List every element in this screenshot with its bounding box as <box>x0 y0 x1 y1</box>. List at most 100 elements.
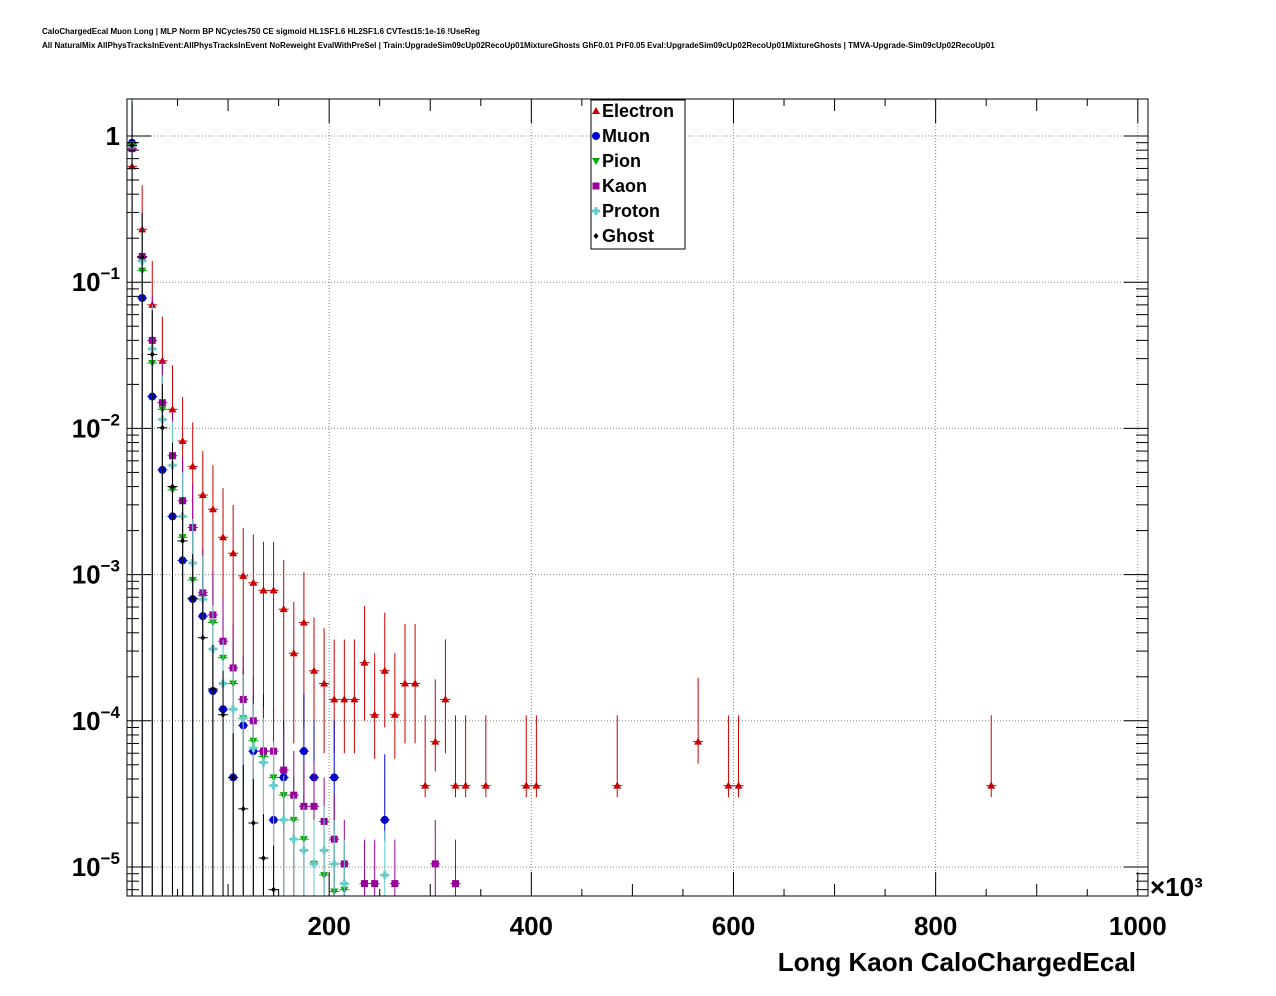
data-point <box>279 605 288 613</box>
series-proton <box>127 102 390 896</box>
x-tick-label: 200 <box>307 911 350 941</box>
x-axis-multiplier: ×10³ <box>1150 872 1203 902</box>
legend-marker <box>592 182 600 190</box>
legend-label: Electron <box>602 101 674 121</box>
data-point <box>210 686 216 693</box>
data-point <box>289 835 298 844</box>
data-point <box>139 254 145 261</box>
data-point <box>613 781 622 789</box>
data-point <box>481 781 490 789</box>
data-point <box>522 781 531 789</box>
data-point <box>461 781 470 789</box>
data-point <box>299 618 308 626</box>
data-point <box>260 855 266 862</box>
data-point <box>380 666 389 674</box>
x-tick-label: 800 <box>914 911 957 941</box>
legend-marker <box>592 207 600 215</box>
data-point <box>380 871 389 880</box>
data-point <box>309 859 318 868</box>
data-point <box>330 773 339 782</box>
x-axis-title: Long Kaon CaloChargedEcal <box>778 947 1136 977</box>
data-point <box>724 781 733 789</box>
plot-title-line-2: All NaturalMix AllPhysTracksInEvent:AllP… <box>42 41 995 50</box>
data-point <box>330 695 339 703</box>
data-point <box>249 744 258 753</box>
data-point <box>320 846 329 855</box>
data-point <box>309 666 318 674</box>
data-point <box>259 586 268 594</box>
data-point <box>239 571 248 579</box>
legend-label: Kaon <box>602 176 647 196</box>
data-point <box>159 424 165 431</box>
data-layer <box>127 99 997 896</box>
legend-marker <box>592 132 600 140</box>
data-point <box>360 658 369 666</box>
data-point <box>229 705 238 714</box>
y-tick-label: 10−1 <box>72 264 120 297</box>
data-point <box>391 880 399 888</box>
data-point <box>987 781 996 789</box>
data-point <box>168 405 177 413</box>
data-point <box>250 819 256 826</box>
series-ghost <box>127 101 279 896</box>
data-point <box>421 781 430 789</box>
data-point <box>380 815 389 824</box>
y-tick-label: 10−2 <box>72 410 120 443</box>
data-point <box>370 710 379 718</box>
axis-ticks <box>127 99 1148 896</box>
legend-label: Pion <box>602 151 641 171</box>
legend: Electron Muon Pion Kaon Proton Ghost <box>590 99 686 250</box>
legend-label: Muon <box>602 126 650 146</box>
data-point <box>129 142 135 149</box>
data-point <box>694 737 703 745</box>
data-point <box>178 437 187 445</box>
data-point <box>350 695 359 703</box>
y-tick-label: 1 <box>106 121 120 151</box>
data-point <box>229 549 238 557</box>
x-tick-label: 600 <box>712 911 755 941</box>
data-point <box>371 880 379 888</box>
legend-marker <box>592 158 600 165</box>
data-point <box>299 846 308 855</box>
data-point <box>431 737 440 745</box>
data-point <box>180 537 186 544</box>
data-point <box>269 586 278 594</box>
data-point <box>198 491 207 499</box>
data-point <box>230 774 236 781</box>
series-muon <box>127 99 390 896</box>
data-point <box>451 781 460 789</box>
legend-marker <box>592 107 600 114</box>
data-point <box>400 679 409 687</box>
y-tick-label: 10−3 <box>72 557 120 590</box>
data-point <box>734 781 743 789</box>
data-point <box>320 679 329 687</box>
data-point <box>279 815 288 824</box>
data-point <box>271 886 277 893</box>
data-point <box>239 714 248 723</box>
data-point <box>532 781 541 789</box>
data-point <box>340 695 349 703</box>
data-point <box>190 595 196 602</box>
data-point <box>219 533 228 541</box>
axis-tick-labels: 200 400 600 800 1000 1 10−1 10−2 10−3 10−4 10−5 <box>72 121 1167 941</box>
data-point <box>220 711 226 718</box>
data-point <box>249 578 258 586</box>
data-point <box>269 781 278 790</box>
legend-label: Proton <box>602 201 660 221</box>
data-point <box>149 351 155 358</box>
data-point <box>411 679 420 687</box>
data-point <box>330 859 339 868</box>
series-kaon <box>127 104 461 896</box>
data-point <box>361 880 369 888</box>
data-point <box>390 710 399 718</box>
series-electron <box>127 122 997 896</box>
data-point <box>280 766 288 774</box>
data-point <box>299 747 308 756</box>
legend-box <box>590 99 686 250</box>
data-point <box>289 649 298 657</box>
x-tick-label: 400 <box>510 911 553 941</box>
data-point <box>340 879 349 888</box>
data-point <box>200 634 206 641</box>
data-point <box>431 860 439 868</box>
y-tick-label: 10−5 <box>72 849 120 882</box>
